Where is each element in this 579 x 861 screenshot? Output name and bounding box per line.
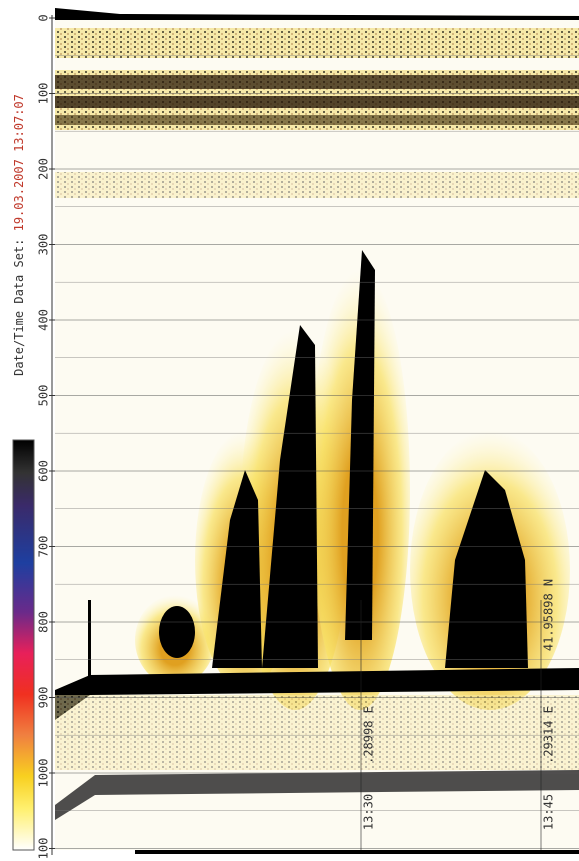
depth-label: 0 bbox=[37, 14, 51, 21]
surface-layer bbox=[55, 28, 579, 58]
dense-band bbox=[55, 96, 579, 108]
annotations: 13:30 .28998 E 13:45 .29314 E 41.95898 N bbox=[360, 579, 556, 850]
color-scale bbox=[12, 439, 35, 851]
date-label-text: Date/Time Data Set: bbox=[12, 239, 26, 376]
grid bbox=[55, 55, 579, 849]
depth-label: 700 bbox=[37, 536, 51, 558]
echogram bbox=[55, 8, 579, 854]
dense-band bbox=[55, 115, 579, 125]
depth-label: 900 bbox=[37, 687, 51, 709]
depth-label: 100 bbox=[37, 83, 51, 105]
thin-layer bbox=[55, 172, 579, 198]
plumes bbox=[88, 250, 528, 680]
time-label: 13:45 bbox=[542, 794, 556, 830]
depth-label: 500 bbox=[37, 385, 51, 407]
depth-label: 300 bbox=[37, 234, 51, 256]
time-label: 13:30 bbox=[362, 794, 376, 830]
seabed-line bbox=[55, 668, 579, 720]
latitude-label: 41.95898 N bbox=[542, 579, 556, 651]
depth-label: 600 bbox=[37, 460, 51, 482]
position-label: .28998 E bbox=[362, 706, 376, 764]
depth-label: 200 bbox=[37, 158, 51, 180]
depth-label: 100 bbox=[37, 838, 51, 860]
timestamp: 19.03.2007 13:07:07 bbox=[12, 94, 26, 231]
surface bbox=[55, 8, 579, 20]
depth-label: 800 bbox=[37, 611, 51, 633]
position-label: .29314 E bbox=[542, 706, 556, 764]
depth-label: 400 bbox=[37, 309, 51, 331]
depth-label: 1000 bbox=[37, 759, 51, 788]
second-echo bbox=[55, 770, 579, 820]
sub-bottom bbox=[55, 695, 579, 770]
depth-axis: 0 100 200 300 400 500 600 700 800 900 1000 100 bbox=[37, 14, 55, 860]
date-label: Date/Time Data Set: 19.03.2007 13:07:07 bbox=[12, 94, 26, 376]
dense-band bbox=[55, 75, 579, 89]
bottom-bar bbox=[135, 850, 579, 854]
